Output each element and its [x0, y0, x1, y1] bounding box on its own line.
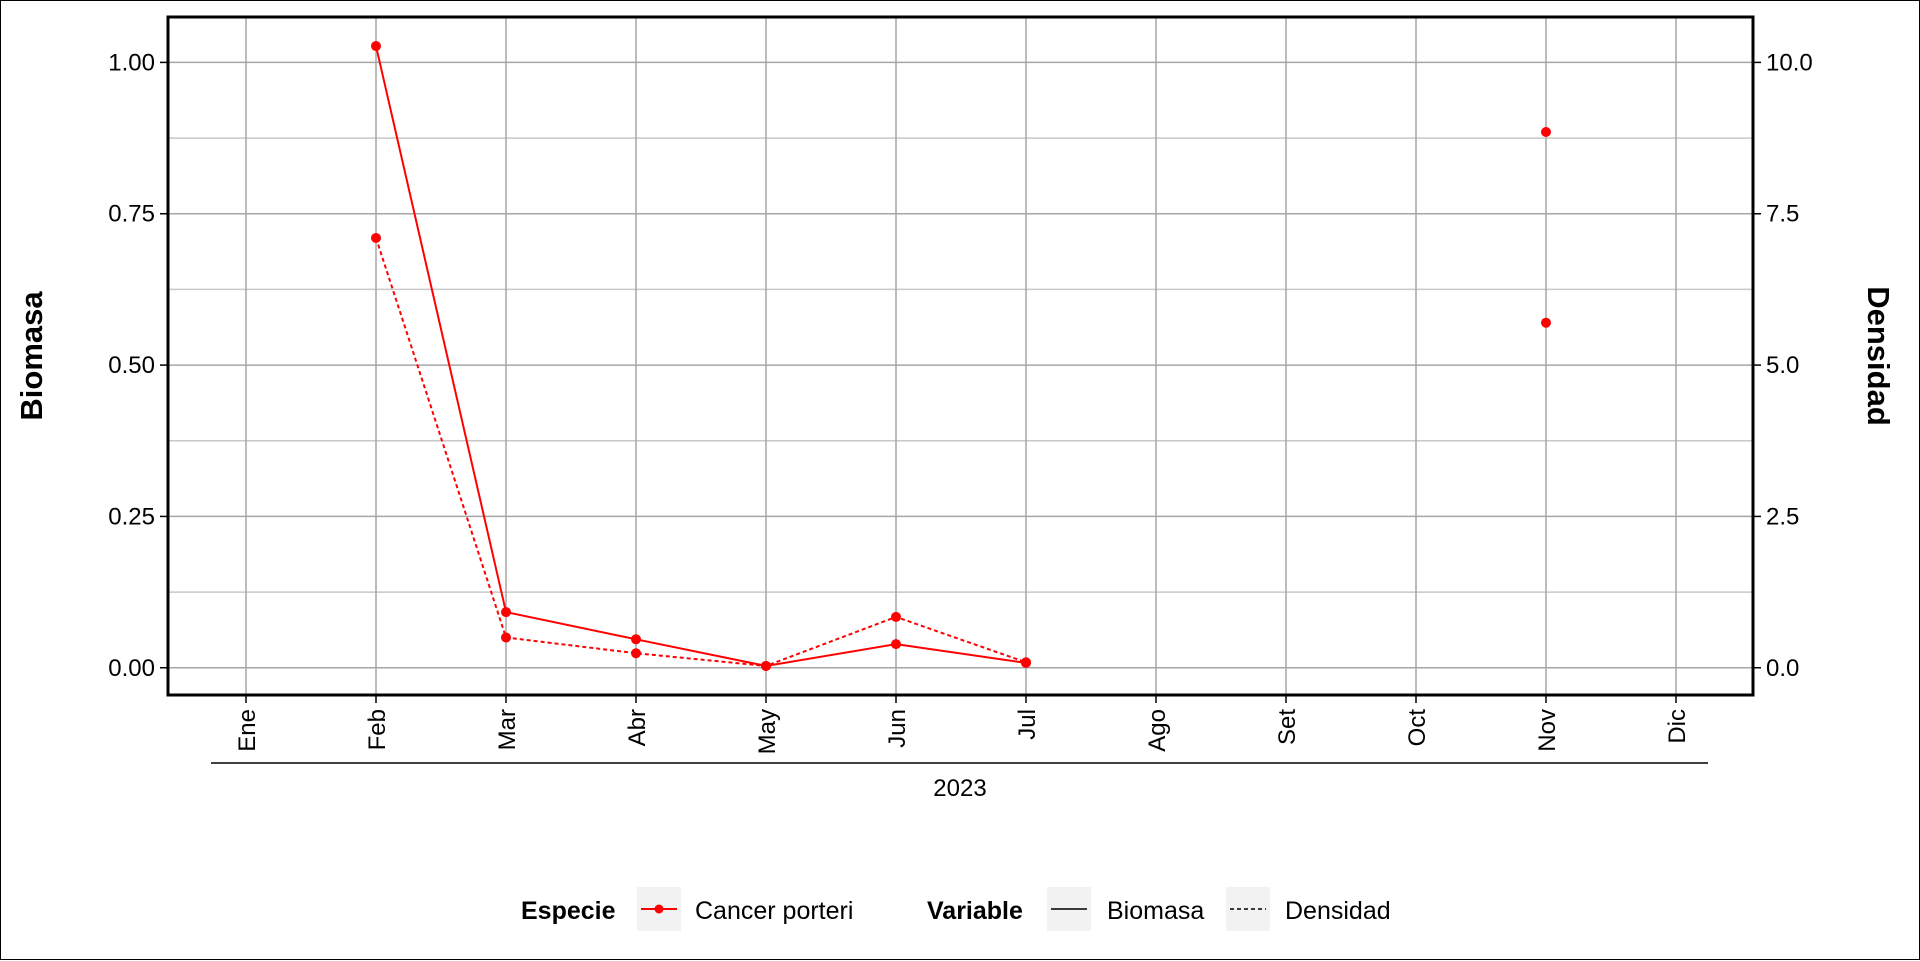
axis-ticks: Ene Feb Mar Abr May Jun Jul Ago Set Oct Nov Dic0.00… — [108, 49, 1812, 754]
series-line-biomasa — [375, 45, 1027, 667]
x-tick-label-jul: Jul — [1014, 709, 1041, 740]
x-tick-label-oct: Oct — [1404, 709, 1431, 747]
data-point-densidad-mar — [501, 632, 511, 643]
y-left-tick-label: 0.50 — [108, 352, 155, 379]
plot-panel-background — [168, 17, 1753, 695]
y-right-tick-label: 2.5 — [1766, 503, 1799, 530]
y-right-tick-label: 0.0 — [1766, 655, 1799, 682]
data-point-biomasa-jun — [891, 639, 901, 650]
data-point-biomasa-abr — [631, 634, 641, 645]
data-points — [371, 41, 1551, 671]
data-point-densidad-nov — [1541, 317, 1551, 328]
x-tick-label-feb: Feb — [364, 709, 391, 750]
legend-label-biomasa: Biomasa — [1107, 897, 1204, 925]
legend-title-especie: Especie — [521, 897, 616, 925]
y-axis-right-title: Densidad — [1861, 286, 1896, 426]
data-point-biomasa-mar — [501, 607, 511, 618]
plot-panel-border — [166, 15, 1755, 697]
data-point-biomasa-feb — [371, 41, 381, 52]
y-right-tick-label: 7.5 — [1766, 201, 1799, 228]
series-line-densidad — [375, 237, 1027, 667]
y-left-tick-label: 0.00 — [108, 655, 155, 682]
data-point-densidad-abr — [631, 648, 641, 659]
data-point-densidad-feb — [371, 232, 381, 243]
legend: Especie Cancer porteri Variable Biomasa … — [521, 887, 1391, 931]
x-tick-label-abr: Abr — [624, 709, 651, 746]
data-point-densidad-may — [761, 660, 771, 671]
x-tick-label-nov: Nov — [1534, 709, 1561, 752]
x-tick-label-may: May — [754, 709, 781, 754]
legend-key-point-species — [654, 904, 664, 914]
data-point-densidad-jun — [891, 611, 901, 622]
x-tick-label-set: Set — [1274, 709, 1301, 745]
data-point-densidad-jul — [1021, 657, 1031, 668]
year-label: 2023 — [933, 775, 986, 802]
x-tick-label-ene: Ene — [234, 709, 261, 752]
y-right-tick-label: 10.0 — [1766, 49, 1813, 76]
series-lines — [375, 45, 1027, 667]
x-tick-label-jun: Jun — [884, 709, 911, 748]
y-left-tick-label: 0.75 — [108, 201, 155, 228]
x-tick-label-ago: Ago — [1144, 709, 1171, 752]
y-right-tick-label: 5.0 — [1766, 352, 1799, 379]
legend-title-variable: Variable — [927, 897, 1023, 925]
x-tick-label-mar: Mar — [494, 709, 521, 750]
legend-label-densidad: Densidad — [1285, 897, 1391, 925]
legend-label-cancer-porteri: Cancer porteri — [695, 897, 853, 925]
y-axis-left-title: Biomasa — [14, 291, 49, 421]
x-tick-label-dic: Dic — [1664, 709, 1691, 744]
data-point-biomasa-nov — [1541, 127, 1551, 138]
y-left-tick-label: 1.00 — [108, 49, 155, 76]
y-left-tick-label: 0.25 — [108, 503, 155, 530]
